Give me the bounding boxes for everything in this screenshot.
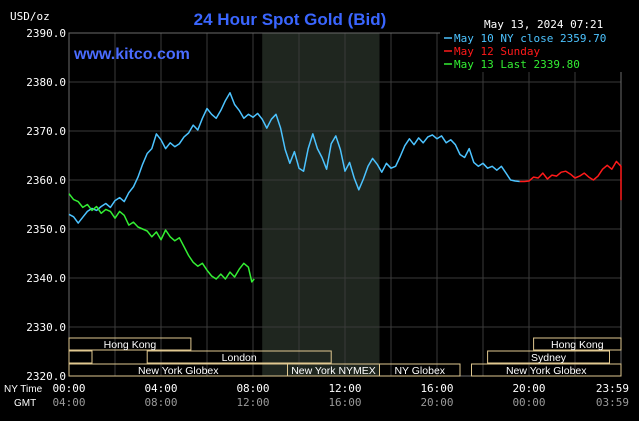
legend-entry: May 12 Sunday — [454, 45, 540, 58]
y-tick-label: 2360.0 — [26, 174, 66, 187]
y-tick-label: 2350.0 — [26, 223, 66, 236]
x-tick-label-gmt: 08:00 — [144, 396, 177, 409]
session-box — [68, 350, 93, 364]
y-tick-label: 2330.0 — [26, 321, 66, 334]
x-tick-label-ny: 00:00 — [52, 382, 85, 395]
x-tick-label-gmt: 03:59 — [596, 396, 629, 409]
x-tick-label-ny: 23:59 — [596, 382, 629, 395]
x-tick-label-gmt: 12:00 — [236, 396, 269, 409]
y-tick-labels: 2390.0 2380.0 2370.0 2360.0 2350.0 2340.0 2330… — [26, 27, 66, 383]
legend-entry: May 13 Last 2339.80 — [454, 58, 580, 71]
series-line-2 — [68, 193, 255, 283]
y-tick-label: 2380.0 — [26, 76, 66, 89]
x-tick-label-gmt: 16:00 — [328, 396, 361, 409]
session-label: London — [222, 352, 257, 364]
session-label: Sydney — [531, 352, 567, 364]
session-label: New York Globex — [138, 365, 219, 377]
legend-background — [440, 31, 626, 72]
session-box — [533, 337, 622, 351]
highlight-band — [262, 33, 380, 376]
ny-time-label: NY Time — [4, 384, 43, 395]
session-label: New York NYMEX — [291, 365, 376, 377]
y-tick-label: 2320.0 — [26, 370, 66, 383]
series-layer — [68, 92, 622, 283]
x-tick-label-gmt: 00:00 — [512, 396, 545, 409]
gmt-label: GMT — [14, 398, 36, 409]
session-label: Hong Kong — [551, 339, 604, 351]
series-line-0 — [68, 92, 520, 224]
y-tick-label: 2390.0 — [26, 27, 66, 40]
highlight-band-layer — [262, 33, 380, 376]
timestamp: May 13, 2024 07:21 — [484, 18, 603, 31]
series-line-1 — [519, 160, 622, 201]
session-box — [146, 350, 332, 364]
session-box — [471, 363, 622, 377]
x-tick-label-ny: 20:00 — [512, 382, 545, 395]
watermark-text: www.kitco.com — [73, 46, 190, 63]
session-label: NY Globex — [394, 365, 445, 377]
legend-entry: May 10 NY close 2359.70 — [454, 32, 606, 45]
x-tick-label-gmt: 20:00 — [420, 396, 453, 409]
session-label: New York Globex — [506, 365, 587, 377]
session-label: Hong Kong — [104, 339, 157, 351]
x-tick-label-ny: 08:00 — [236, 382, 269, 395]
session-box — [68, 337, 192, 351]
x-tick-label-ny: 12:00 — [328, 382, 361, 395]
x-tick-label-ny: 16:00 — [420, 382, 453, 395]
chart-title: 24 Hour Spot Gold (Bid) — [194, 10, 387, 29]
session-box — [487, 350, 611, 364]
y-tick-label: 2340.0 — [26, 272, 66, 285]
y-axis-label: USD/oz — [10, 10, 50, 23]
x-tick-label-gmt: 04:00 — [52, 396, 85, 409]
x-tick-labels: 00:0004:0004:0008:0008:0012:0012:0016:00… — [52, 382, 629, 409]
x-tick-label-ny: 04:00 — [144, 382, 177, 395]
y-tick-label: 2370.0 — [26, 125, 66, 138]
session-box — [379, 363, 461, 377]
